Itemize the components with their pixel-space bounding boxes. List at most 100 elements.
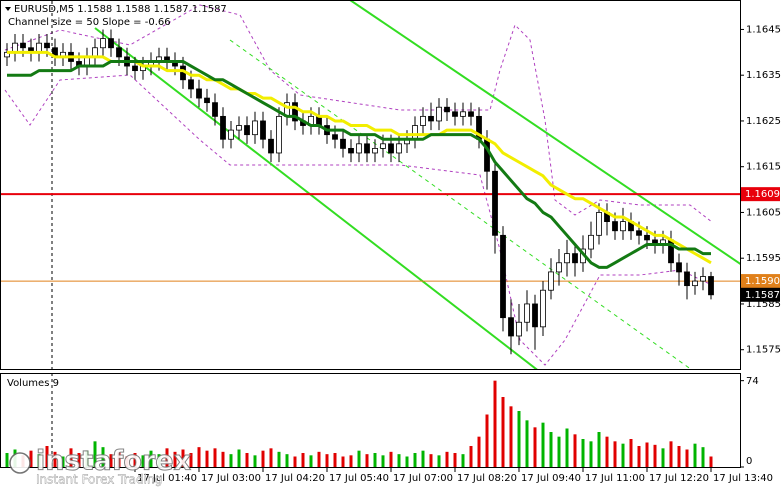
volume-bar [237,449,241,467]
volume-bar [181,449,185,467]
candle-body [460,111,466,117]
candle-body [212,102,218,117]
candle-body [388,143,394,154]
channel-lower [94,27,538,369]
volume-bar [445,451,449,467]
candle-body [396,143,402,154]
volume-bar [653,444,657,467]
volume-bar [245,453,249,467]
y-tick-label: 1.1615 [746,162,781,173]
candle-body [468,111,474,117]
candle-body [532,303,538,328]
volume-bar [221,451,225,467]
envelope-upper [4,4,713,223]
watermark-brand: instaforex [36,446,191,477]
candle-body [276,115,282,154]
candle-body [444,106,450,113]
volume-bar [461,454,465,467]
candle-body [204,97,210,104]
candle-body [452,111,458,117]
candle-body [244,125,250,136]
x-tick-label: 17 Jul 13:40 [713,473,773,484]
y-tick-label: 1.1645 [746,24,781,35]
price-level-box [741,187,780,202]
volume-bar [517,411,521,467]
volume-bar [173,451,177,467]
price-panel [0,0,741,370]
candle-body [260,120,266,140]
volume-bar [381,455,385,467]
volume-bar [205,450,209,467]
x-tick-label: 17 Jul 01:40 [137,473,197,484]
candle-body [436,106,442,122]
volume-bar [269,448,273,467]
candle-body [228,129,234,140]
candle-body [524,303,530,323]
x-tick-label: 17 Jul 09:40 [521,473,581,484]
candle-body [708,276,714,296]
volume-bar [29,450,33,467]
price-level-box [741,274,780,289]
watermark-icon [9,452,31,474]
volume-bar [581,439,585,467]
x-tick-label: 17 Jul 07:00 [393,473,453,484]
price-level-label: 1.1609 [745,189,780,200]
candle-body [692,280,698,287]
volume-bar [357,450,361,467]
volume-bar [229,454,233,467]
volume-bar [149,450,153,467]
volume-bar [5,453,9,467]
candle-body [676,262,682,273]
volume-bar [637,446,641,467]
candle-body [372,147,378,154]
volume-bar [397,454,401,467]
volume-bar [197,447,201,467]
volume-bar [693,443,697,467]
volume-bar [573,434,577,467]
candle-body [516,321,522,337]
volume-bar [293,456,297,467]
x-tick-label: 17 Jul 05:40 [329,473,389,484]
candle-body [420,115,426,126]
volume-bar [133,453,137,467]
y-tick-label: 74 [746,376,759,387]
volume-bar [621,443,625,467]
volume-title: Volumes 9 [7,378,59,389]
menu-triangle[interactable] [5,7,11,11]
volume-bar [261,450,265,467]
candle-body [572,253,578,264]
volume-bar [317,451,321,467]
volume-bar [53,451,57,467]
candle-body [412,125,418,140]
volume-bar [677,446,681,467]
candle-body [484,138,490,172]
volume-bar [213,448,217,467]
volume-panel [0,373,741,468]
volume-bar [669,441,673,467]
indicators [4,1,740,369]
moving-average [7,59,711,269]
candle-body [132,65,138,72]
channel-upper [349,1,740,265]
volume-bar [405,456,409,467]
x-tick-label: 17 Jul 03:00 [201,473,261,484]
candle-body [612,221,618,232]
volume-bar [117,451,121,467]
volume-bar [685,449,689,467]
candle-body [564,253,570,264]
watermark-tagline: Instant Forex Trading [36,473,162,487]
volume-bar [285,454,289,467]
y-tick-label: 1.1605 [746,207,781,218]
candle-body [236,125,242,131]
volume-bar [605,436,609,467]
y-tick-label: 1.1585 [746,299,781,310]
x-tick-label: 17 Jul 12:20 [649,473,709,484]
volume-bar [365,454,369,467]
last-price-box [741,287,780,302]
candle-body [364,143,370,154]
volume-bar [165,448,169,467]
volume-bar [453,453,457,467]
volume-bar [645,442,649,467]
candle-body [44,42,50,49]
